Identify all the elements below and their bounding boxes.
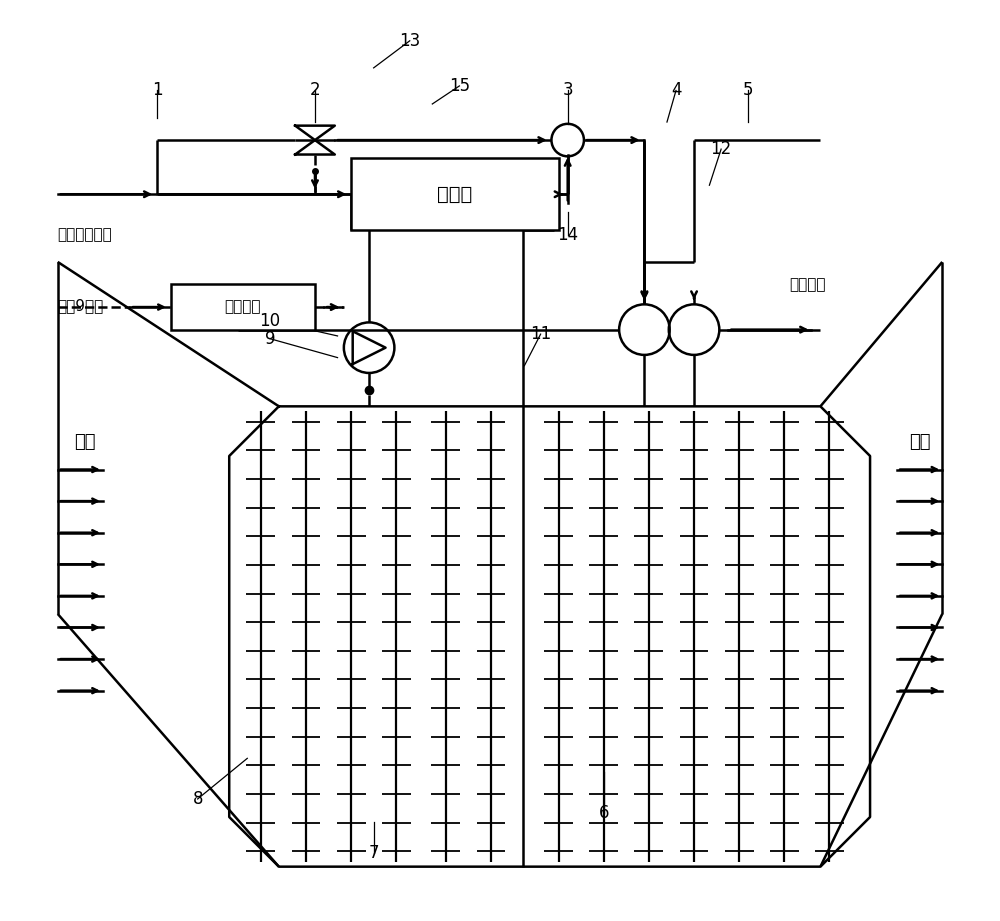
Text: 控制装置: 控制装置 <box>225 299 261 315</box>
Text: 12: 12 <box>711 140 732 158</box>
Text: 4: 4 <box>671 81 681 99</box>
Text: 15: 15 <box>449 77 470 95</box>
Text: 烟气: 烟气 <box>74 434 96 451</box>
Text: 6: 6 <box>599 803 609 822</box>
Bar <box>171 285 315 330</box>
Text: 3: 3 <box>562 81 573 99</box>
Text: 5: 5 <box>743 81 753 99</box>
Text: 9: 9 <box>265 330 275 347</box>
Bar <box>351 158 559 230</box>
Text: 部分低温给水: 部分低温给水 <box>58 227 112 242</box>
Text: 11: 11 <box>530 325 551 344</box>
Text: 烟气: 烟气 <box>909 434 930 451</box>
Text: 10: 10 <box>259 311 280 330</box>
Text: 14: 14 <box>557 226 578 244</box>
Text: 7: 7 <box>368 845 379 862</box>
Text: 13: 13 <box>399 32 420 50</box>
Text: 2: 2 <box>310 81 320 99</box>
Text: 标号9信号: 标号9信号 <box>58 297 104 313</box>
Text: 8: 8 <box>192 790 203 808</box>
Text: 1: 1 <box>152 81 162 99</box>
Text: 放热段: 放热段 <box>437 185 472 204</box>
Text: 高温给水: 高温给水 <box>789 277 825 292</box>
